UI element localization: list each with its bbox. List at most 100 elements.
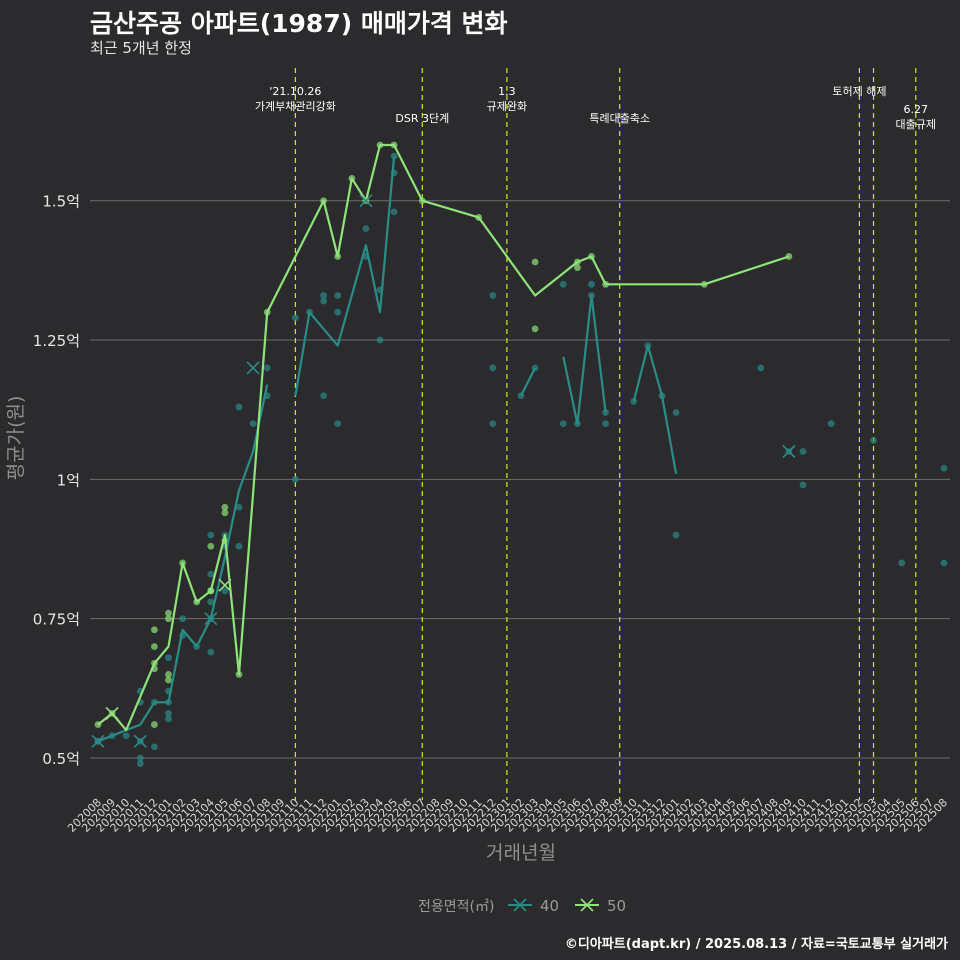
data-point — [207, 598, 215, 606]
legend-key-marker — [513, 898, 527, 912]
data-point — [588, 280, 595, 288]
data-point — [136, 760, 144, 767]
data-point — [151, 643, 158, 650]
event-label: DSR 3단계 — [395, 112, 449, 125]
data-point — [940, 559, 948, 567]
x-markers — [91, 194, 796, 748]
data-point — [376, 336, 384, 344]
data-point — [151, 743, 158, 751]
data-point — [207, 570, 215, 578]
data-point — [165, 609, 172, 617]
data-point — [207, 531, 215, 539]
data-point — [390, 208, 398, 216]
legend-key-marker — [580, 898, 594, 912]
data-point — [799, 448, 807, 455]
data-point — [672, 531, 680, 539]
x-marker — [133, 734, 147, 748]
data-point — [630, 397, 638, 405]
event-label: '21.10.26 가계부채관리강화 — [255, 85, 336, 113]
data-point — [221, 509, 229, 517]
event-label: 특례대출축소 — [589, 112, 650, 125]
data-point — [602, 420, 609, 428]
y-tick-label: 1억 — [57, 471, 80, 489]
data-point — [559, 280, 567, 288]
data-point — [870, 436, 877, 444]
data-point — [531, 325, 539, 333]
legend-title: 전용면적(㎡) — [418, 899, 494, 915]
data-point — [151, 721, 158, 728]
y-tick-label: 0.5억 — [42, 750, 80, 768]
data-point — [249, 420, 257, 428]
series-line-40 — [520, 367, 537, 397]
data-point — [334, 308, 342, 316]
data-point — [574, 264, 581, 271]
data-point — [334, 420, 342, 428]
data-point — [489, 364, 497, 372]
source-caption: ©디아파트(dapt.kr) / 2025.08.13 / 자료=국토교통부 실… — [564, 937, 948, 952]
data-point — [320, 392, 327, 400]
data-point — [207, 542, 215, 550]
chart-title: 금산주공 아파트(1987) 매매가격 변화 — [90, 9, 508, 38]
x-marker — [105, 706, 119, 720]
legend-label-50: 50 — [607, 897, 626, 915]
data-point — [757, 364, 765, 372]
y-axis-label: 평균가(원) — [5, 396, 27, 481]
data-point — [292, 314, 299, 322]
data-point — [179, 615, 187, 623]
event-label: 6.27 대출규제 — [896, 103, 936, 131]
data-point — [165, 671, 172, 678]
data-point — [235, 403, 243, 411]
data-point — [489, 292, 497, 299]
series-lines — [97, 143, 790, 743]
event-label: 1.3 규제완화 — [487, 85, 527, 113]
series-line-40 — [632, 344, 678, 474]
data-point — [489, 420, 497, 428]
data-point — [165, 710, 172, 717]
event-label: 토허제 해제 — [832, 84, 886, 98]
data-point — [235, 542, 243, 550]
y-tick-label: 1.25억 — [33, 332, 80, 350]
data-point — [136, 754, 144, 762]
x-marker — [91, 734, 105, 748]
legend: 전용면적(㎡) 40 50 — [418, 897, 626, 915]
x-marker — [782, 444, 796, 459]
y-tick-label: 0.75억 — [33, 611, 80, 629]
grid-lines — [90, 200, 950, 759]
data-point — [221, 587, 229, 595]
data-point — [165, 715, 172, 723]
x-marker — [204, 612, 218, 626]
data-point — [263, 364, 271, 372]
data-point — [207, 648, 215, 656]
data-point — [362, 225, 370, 232]
chart-subtitle: 최근 5개년 한정 — [90, 39, 192, 57]
data-point — [165, 615, 172, 623]
x-axis-label: 거래년월 — [486, 842, 556, 864]
data-points — [94, 141, 948, 767]
data-point — [672, 409, 680, 416]
series-line-40 — [562, 294, 607, 425]
data-point — [320, 297, 327, 305]
data-point — [235, 503, 243, 511]
data-point — [940, 464, 948, 472]
data-point — [320, 292, 327, 299]
data-point — [898, 559, 906, 567]
series-line-50 — [97, 143, 790, 732]
data-point — [531, 258, 539, 266]
data-point — [827, 420, 835, 428]
data-point — [334, 292, 342, 299]
data-point — [151, 626, 158, 634]
data-point — [122, 732, 130, 740]
x-marker — [359, 194, 373, 208]
data-point — [165, 676, 172, 684]
y-tick-label: 1.5억 — [42, 193, 80, 211]
legend-label-40: 40 — [540, 897, 559, 915]
x-marker — [218, 578, 232, 592]
data-point — [221, 503, 229, 511]
data-point — [165, 654, 172, 662]
series-line-40 — [294, 156, 396, 396]
data-point — [559, 420, 567, 428]
axes: 0.5억0.75억1억1.25억1.5억평균가(원)20200820200920… — [5, 193, 950, 864]
